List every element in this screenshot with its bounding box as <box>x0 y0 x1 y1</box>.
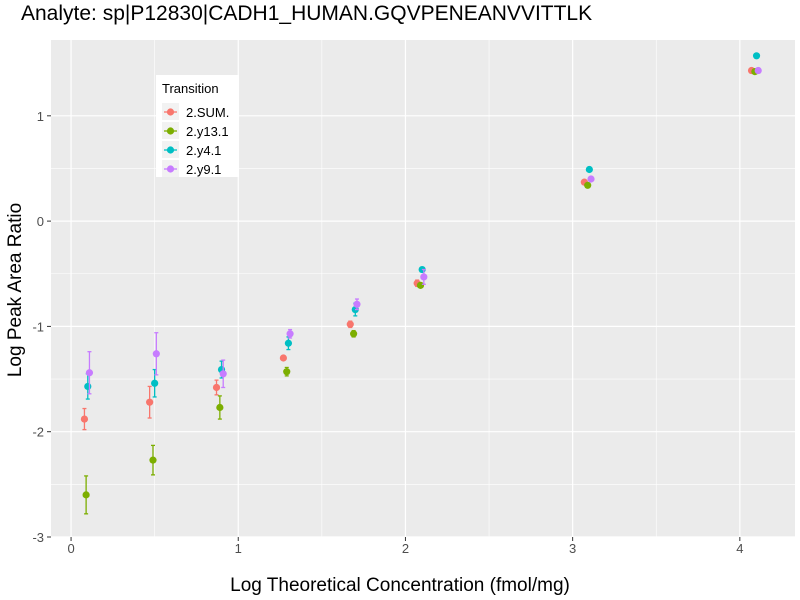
series-2-y9-1 <box>85 66 762 395</box>
data-point <box>82 491 90 499</box>
legend-title: Transition <box>162 81 219 96</box>
x-axis-label: Log Theoretical Concentration (fmol/mg) <box>230 575 570 596</box>
data-point <box>350 330 358 338</box>
legend: Transition 2.SUM. 2.y13.1 2.y4.1 2.y9.1 <box>156 75 239 177</box>
chart-title: Analyte: sp|P12830|CADH1_HUMAN.GQVPENEAN… <box>21 2 593 25</box>
legend-key-marker <box>166 127 175 135</box>
y-tick-label: -1 <box>32 319 44 334</box>
data-point <box>84 382 92 391</box>
data-point <box>416 281 425 289</box>
data-point <box>146 398 154 406</box>
y-tick-label: -2 <box>32 425 44 440</box>
x-tick-label: 3 <box>569 541 576 556</box>
data-point <box>80 415 89 423</box>
data-point <box>353 300 361 308</box>
legend-key-marker <box>166 108 175 116</box>
y-axis-label: Log Peak Area Ratio <box>5 202 26 378</box>
legend-key-marker <box>166 165 175 173</box>
axes: 0 1 2 3 4 -3 -2 -1 0 1 <box>32 109 743 556</box>
data-point <box>212 383 221 392</box>
data-point <box>284 339 293 347</box>
legend-key <box>162 160 179 177</box>
x-tick-label: 1 <box>235 541 242 556</box>
data-point <box>286 330 294 338</box>
legend-label: 2.y13.1 <box>186 124 229 139</box>
data-point <box>152 350 160 358</box>
series-2-y13-1 <box>82 67 759 515</box>
data-point <box>151 379 159 387</box>
x-tick-label: 2 <box>402 541 409 556</box>
data-point <box>752 52 761 60</box>
legend-key <box>162 141 179 158</box>
data-point <box>279 354 287 362</box>
data-point <box>216 403 224 412</box>
data-point <box>149 456 157 464</box>
y-tick-label: 1 <box>37 109 44 124</box>
legend-key <box>162 122 179 139</box>
legend-label: 2.SUM. <box>186 105 229 120</box>
x-tick-label: 0 <box>67 541 74 556</box>
legend-key-marker <box>166 146 175 154</box>
x-tick-label: 4 <box>736 541 743 556</box>
data-point <box>219 370 227 378</box>
legend-label: 2.y4.1 <box>186 143 221 158</box>
series-2-sum <box>80 66 756 431</box>
data-point <box>754 66 762 75</box>
data-point <box>283 368 291 376</box>
data-point <box>85 369 94 377</box>
data-point <box>585 165 593 174</box>
y-tick-label: -3 <box>32 530 44 545</box>
data-point <box>346 320 354 328</box>
series-points <box>80 52 762 515</box>
data-point <box>584 181 592 189</box>
data-point <box>420 273 428 281</box>
legend-label: 2.y9.1 <box>186 162 221 177</box>
legend-key <box>162 103 179 120</box>
data-point <box>587 175 595 183</box>
y-tick-label: 0 <box>37 214 44 229</box>
